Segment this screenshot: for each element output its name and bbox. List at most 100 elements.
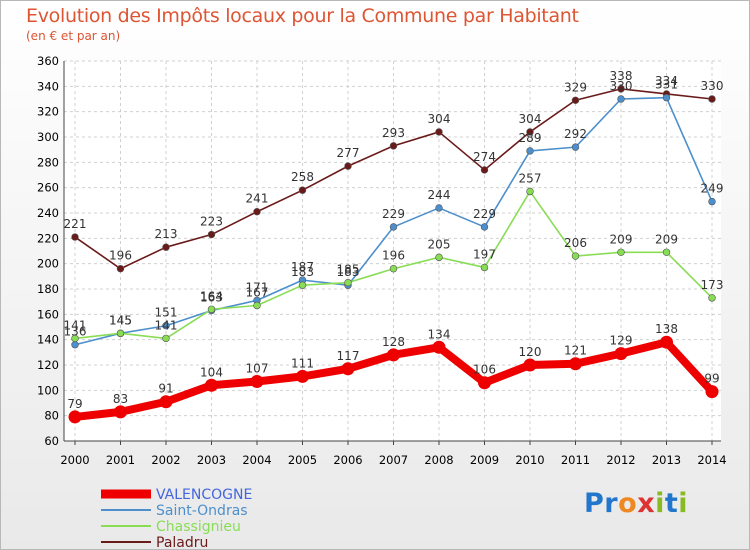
data-point-paladru	[298, 186, 307, 194]
data-point-valencogne	[296, 369, 309, 383]
data-point-saint-ondras	[162, 322, 170, 330]
data-point-paladru	[617, 85, 625, 93]
x-tick-label: 2012	[606, 453, 635, 467]
x-tick-label: 2011	[561, 453, 590, 467]
data-point-chassignieu	[480, 263, 489, 272]
data-point-valencogne	[114, 405, 127, 419]
data-point-valencogne	[705, 385, 719, 399]
data-point-paladru	[435, 128, 443, 136]
x-tick-label: 2014	[697, 453, 726, 467]
data-label-saint-ondras: 171	[246, 280, 269, 294]
data-label-valencogne: 128	[382, 335, 405, 349]
data-label-valencogne: 134	[428, 327, 451, 341]
data-label-paladru: 293	[382, 126, 405, 140]
data-label-paladru: 330	[701, 79, 724, 93]
data-label-chassignieu: 209	[655, 232, 678, 246]
legend-label-chassignieu: Chassignieu	[156, 519, 241, 535]
data-point-saint-ondras	[435, 204, 443, 212]
x-tick-label: 2007	[379, 453, 408, 467]
y-tick-label: 260	[37, 181, 59, 195]
data-point-saint-ondras	[526, 147, 534, 155]
data-label-valencogne: 129	[610, 334, 633, 348]
y-tick-label: 160	[37, 307, 59, 321]
data-point-chassignieu	[253, 301, 261, 310]
data-point-saint-ondras	[662, 94, 671, 102]
data-point-valencogne	[159, 395, 173, 409]
x-tick-label: 2004	[242, 453, 271, 467]
y-tick-label: 280	[37, 155, 59, 169]
data-point-chassignieu	[526, 187, 534, 196]
data-point-valencogne	[569, 357, 582, 371]
data-point-chassignieu	[162, 334, 170, 343]
data-label-chassignieu: 197	[473, 247, 496, 261]
data-point-valencogne	[478, 376, 491, 390]
x-tick-label: 2002	[151, 453, 180, 467]
data-label-chassignieu: 257	[519, 171, 542, 185]
data-label-chassignieu: 205	[428, 237, 451, 251]
data-label-saint-ondras: 187	[291, 260, 314, 274]
data-label-valencogne: 138	[655, 322, 678, 336]
y-tick-label: 220	[37, 231, 59, 245]
data-label-saint-ondras: 229	[382, 207, 405, 221]
data-point-paladru	[162, 243, 170, 251]
data-label-paladru: 304	[519, 112, 542, 126]
data-point-paladru	[526, 128, 534, 136]
data-label-valencogne: 121	[564, 344, 587, 358]
data-point-chassignieu	[207, 305, 216, 313]
data-point-paladru	[708, 95, 716, 103]
data-point-chassignieu	[116, 329, 125, 338]
plot-area	[64, 61, 721, 441]
y-tick-label: 60	[44, 434, 59, 448]
data-point-paladru	[116, 265, 125, 273]
data-label-chassignieu: 183	[291, 265, 314, 279]
y-tick-label: 80	[44, 409, 59, 423]
data-label-saint-ondras: 292	[564, 127, 587, 141]
data-point-valencogne	[523, 358, 537, 372]
data-point-saint-ondras	[571, 143, 580, 151]
data-label-paladru: 221	[64, 217, 87, 231]
data-point-saint-ondras	[617, 95, 625, 103]
data-label-valencogne: 117	[337, 349, 360, 363]
y-tick-label: 340	[37, 79, 59, 93]
data-point-chassignieu	[662, 248, 671, 256]
data-label-paladru: 277	[337, 146, 360, 160]
data-point-chassignieu	[571, 252, 580, 260]
data-point-paladru	[207, 230, 216, 239]
x-tick-label: 2010	[515, 453, 544, 467]
data-point-chassignieu	[389, 265, 398, 273]
y-tick-label: 140	[37, 333, 59, 347]
data-label-paladru: 223	[200, 215, 223, 229]
proxiti-logo: Proxiti	[584, 488, 689, 519]
data-point-saint-ondras	[71, 341, 79, 349]
data-label-valencogne: 111	[291, 356, 314, 370]
data-label-chassignieu: 185	[337, 263, 360, 277]
chart-subtitle: (en € et par an)	[26, 29, 121, 43]
data-label-chassignieu: 167	[246, 285, 269, 299]
legend-label-paladru: Paladru	[156, 535, 208, 549]
y-tick-label: 240	[37, 206, 59, 220]
y-tick-label: 300	[37, 130, 59, 144]
data-label-saint-ondras: 145	[109, 313, 132, 327]
data-label-saint-ondras: 331	[655, 78, 678, 92]
data-point-chassignieu	[298, 281, 307, 289]
x-tick-label: 2000	[60, 453, 89, 467]
data-label-chassignieu: 164	[200, 289, 223, 303]
data-point-paladru	[71, 233, 79, 241]
data-label-paladru: 304	[428, 112, 451, 126]
data-label-paladru: 258	[291, 170, 314, 184]
data-label-valencogne: 79	[67, 397, 82, 411]
y-tick-label: 180	[37, 282, 59, 296]
data-point-saint-ondras	[708, 197, 716, 206]
data-point-valencogne	[660, 335, 673, 349]
data-label-saint-ondras: 151	[155, 306, 178, 320]
data-point-valencogne	[341, 362, 355, 376]
data-label-saint-ondras: 330	[610, 79, 633, 93]
y-tick-label: 320	[37, 105, 59, 119]
data-point-valencogne	[614, 347, 628, 361]
data-label-saint-ondras: 183	[337, 265, 360, 279]
x-tick-label: 2003	[197, 453, 226, 467]
data-label-valencogne: 106	[473, 363, 496, 377]
data-label-paladru: 334	[655, 74, 678, 88]
data-point-valencogne	[250, 374, 264, 388]
